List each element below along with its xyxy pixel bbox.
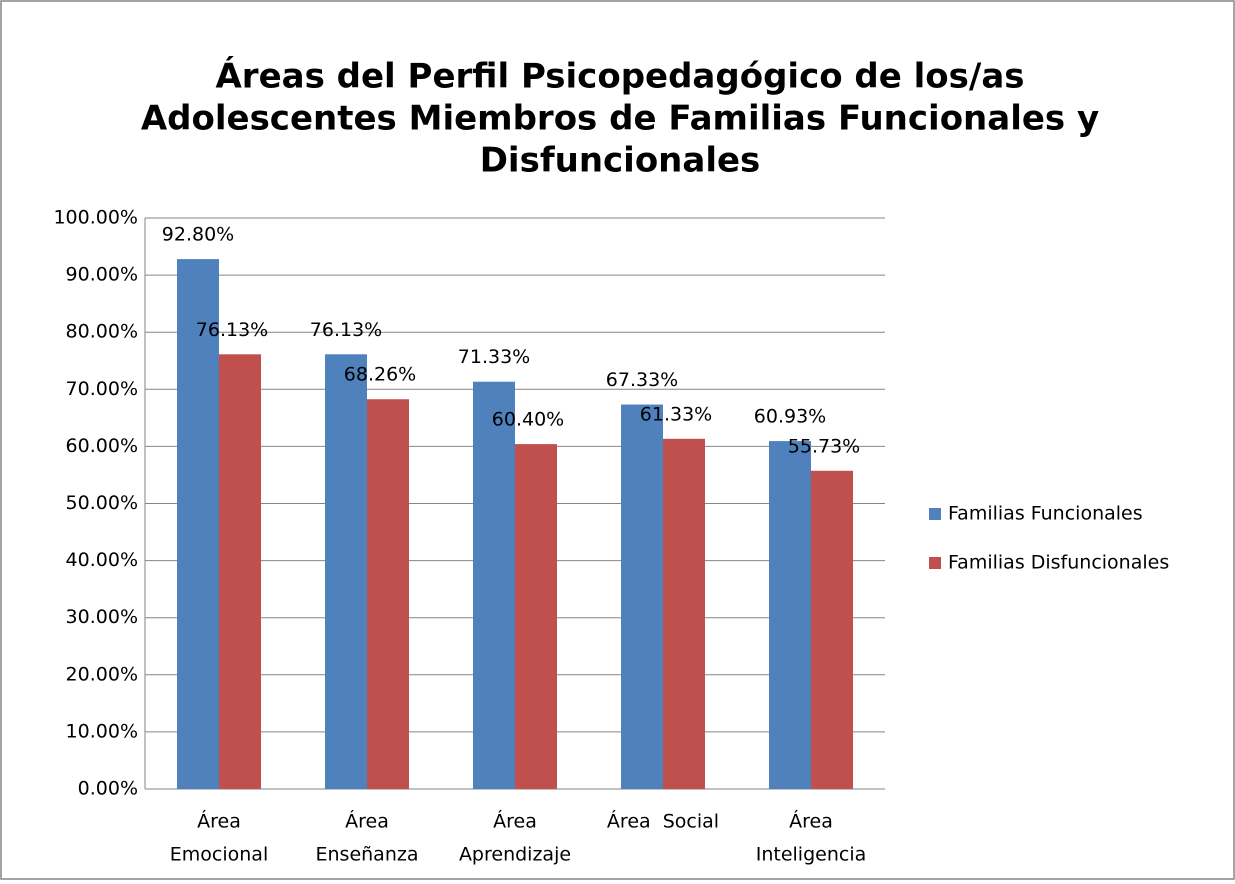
- y-tick-label: 80.00%: [66, 321, 138, 343]
- x-tick-label: Área Social: [607, 810, 719, 833]
- y-tick-label: 0.00%: [78, 778, 138, 800]
- data-label: 60.40%: [492, 409, 564, 431]
- bar: [515, 444, 557, 789]
- y-tick-label: 10.00%: [66, 720, 138, 742]
- x-tick-label: Área: [493, 810, 537, 833]
- y-tick-label: 50.00%: [66, 492, 138, 514]
- y-tick-label: 70.00%: [66, 378, 138, 400]
- bar: [177, 259, 219, 789]
- bar: [325, 354, 367, 789]
- legend-swatch: [929, 557, 941, 569]
- x-tick-label: Inteligencia: [756, 844, 867, 866]
- data-label: 67.33%: [606, 369, 678, 391]
- data-label: 55.73%: [788, 435, 860, 457]
- data-label: 61.33%: [640, 403, 712, 425]
- data-label: 76.13%: [310, 319, 382, 341]
- x-tick-label: Área: [789, 810, 833, 833]
- x-tick-label: Emocional: [170, 844, 268, 866]
- y-tick-label: 100.00%: [53, 207, 138, 229]
- data-label: 60.93%: [754, 406, 826, 428]
- x-tick-label: Área: [345, 810, 389, 833]
- bar: [769, 441, 811, 789]
- data-label: 68.26%: [344, 364, 416, 386]
- chart-title: Adolescentes Miembros de Familias Funcio…: [141, 99, 1099, 139]
- data-label: 71.33%: [458, 346, 530, 368]
- bar: [219, 354, 261, 789]
- legend-swatch: [929, 508, 941, 520]
- y-tick-label: 20.00%: [66, 663, 138, 685]
- bar: [663, 438, 705, 789]
- y-tick-label: 90.00%: [66, 264, 138, 286]
- chart-title: Disfuncionales: [480, 141, 761, 181]
- legend-label: Familias Disfuncionales: [948, 552, 1169, 574]
- bar: [367, 399, 409, 789]
- y-tick-label: 60.00%: [66, 435, 138, 457]
- bar: [473, 381, 515, 789]
- x-tick-label: Enseñanza: [316, 844, 419, 866]
- y-tick-label: 40.00%: [66, 549, 138, 571]
- data-label: 76.13%: [196, 319, 268, 341]
- bar: [621, 404, 663, 789]
- x-tick-label: Área: [197, 810, 241, 833]
- data-label: 92.80%: [162, 224, 234, 246]
- y-tick-label: 30.00%: [66, 606, 138, 628]
- legend-label: Familias Funcionales: [948, 503, 1143, 525]
- chart-title: Áreas del Perfil Psicopedagógico de los/…: [215, 56, 1024, 97]
- x-tick-label: Aprendizaje: [459, 844, 571, 866]
- bar: [811, 470, 853, 789]
